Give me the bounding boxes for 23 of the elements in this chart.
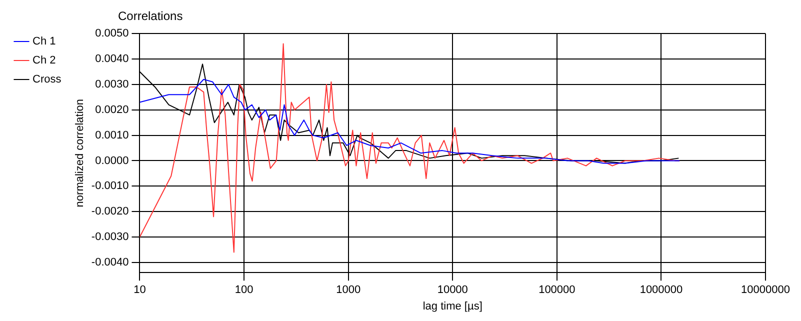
- y-axis-title: normalized correlation: [74, 98, 86, 208]
- y-tick-label: 0.0000: [95, 154, 129, 167]
- chart-title: Correlations: [117, 8, 184, 24]
- x-tick-label: 10: [134, 284, 146, 296]
- x-tick-label: 10000000: [741, 284, 790, 296]
- y-tick-label: -0.0010: [91, 180, 129, 192]
- y-tick-label: -0.0040: [91, 256, 129, 268]
- x-tick-label: 100000: [538, 284, 576, 296]
- x-tick-label: 1000: [336, 284, 361, 296]
- y-tick-label: 0.0030: [95, 78, 129, 90]
- legend-label: Cross: [32, 74, 62, 86]
- x-axis-title: lag time [µs]: [422, 300, 482, 312]
- y-tick-label: 0.0050: [95, 28, 129, 40]
- y-tick-label: 0.0040: [95, 53, 129, 66]
- legend-label: Ch 2: [32, 54, 56, 67]
- y-tick-label: -0.0020: [91, 206, 129, 218]
- y-tick-label: -0.0030: [91, 231, 129, 244]
- legend-label: Ch 1: [32, 36, 56, 48]
- y-tick-label: 0.0010: [95, 129, 129, 142]
- y-tick-label: 0.0020: [95, 104, 129, 116]
- x-tick-label: 10000: [437, 284, 468, 296]
- x-tick-label: 100: [234, 284, 254, 296]
- x-tick-label: 1000000: [640, 284, 683, 296]
